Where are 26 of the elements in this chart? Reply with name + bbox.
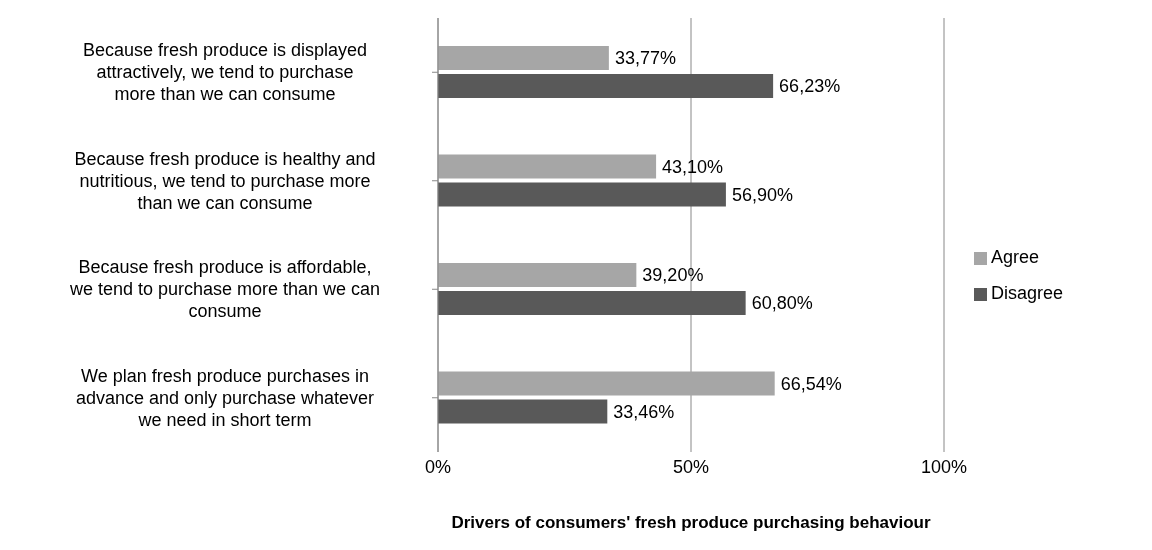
bar [438,74,774,98]
bar [438,291,746,315]
data-label: 33,46% [613,401,675,422]
x-tick-label: 0% [424,456,452,477]
y-tick-label: Because fresh produce is displayed attractively, we tend to purchase more than we can consume [82,40,368,105]
bar [438,46,609,70]
x-tick-label: 100% [920,456,968,477]
legend-label: Agree [991,247,1040,267]
x-axis-title: Drivers of consumers' fresh produce purchasing behaviour [451,513,931,532]
y-tick-label: Because fresh produce is healthy and nutritious, we tend to purchase more than we can consume [74,148,376,213]
legend-label: Disagree [991,283,1064,303]
data-label: 39,20% [642,265,704,285]
y-tick-label: Because fresh produce is affordable, we tend to purchase more than we can consume [68,257,381,322]
data-label: 43,10% [662,156,724,177]
data-label: 66,54% [780,373,842,394]
x-tick-label: 50% [672,456,710,477]
data-label: 60,80% [751,293,813,313]
bar [438,399,608,424]
bar [438,154,657,179]
data-label: 33,77% [614,48,676,68]
bar [438,371,775,396]
bar [438,263,637,287]
bar [438,182,726,207]
y-tick-label: We plan fresh produce purchases in advance and only purchase whatever we need in short term [75,365,375,430]
data-label: 56,90% [731,184,793,205]
data-label: 66,23% [779,76,841,96]
